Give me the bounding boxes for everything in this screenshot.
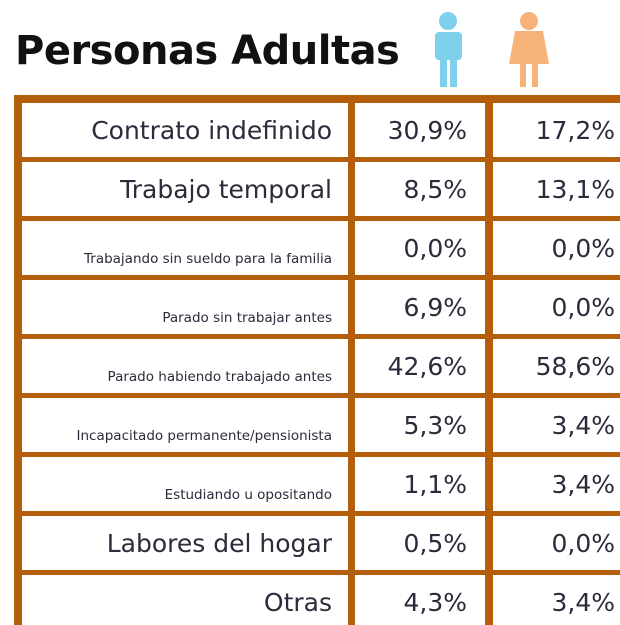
icons	[435, 12, 549, 87]
women-value: 13,1%	[493, 162, 620, 216]
women-value: 0,0%	[493, 280, 620, 334]
row-label: Labores del hogar	[22, 516, 348, 570]
men-value: 5,3%	[355, 398, 485, 452]
women-value: 3,4%	[493, 398, 620, 452]
title: Personas Adultas	[15, 28, 400, 74]
men-value: 42,6%	[355, 339, 485, 393]
row-label: Trabajando sin sueldo para la familia	[22, 221, 348, 275]
men-value: 6,9%	[355, 280, 485, 334]
row-label: Incapacitado permanente/pensionista	[22, 398, 348, 452]
male-icon	[435, 12, 462, 87]
women-value: 3,4%	[493, 575, 620, 625]
men-value: 4,3%	[355, 575, 485, 625]
men-value: 0,5%	[355, 516, 485, 570]
row-label: Parado sin trabajar antes	[22, 280, 348, 334]
women-value: 0,0%	[493, 516, 620, 570]
row-label: Estudiando u opositando	[22, 457, 348, 511]
women-value: 17,2%	[493, 103, 620, 157]
table: Contrato indefinido 30,9% 17,2% Trabajo tem…	[14, 95, 620, 625]
row-label: Otras	[22, 575, 348, 625]
men-value: 30,9%	[355, 103, 485, 157]
female-icon	[509, 12, 549, 87]
women-value: 3,4%	[493, 457, 620, 511]
women-value: 58,6%	[493, 339, 620, 393]
men-value: 0,0%	[355, 221, 485, 275]
men-value: 8,5%	[355, 162, 485, 216]
row-label: Parado habiendo trabajado antes	[22, 339, 348, 393]
men-value: 1,1%	[355, 457, 485, 511]
women-value: 0,0%	[493, 221, 620, 275]
row-label: Trabajo temporal	[22, 162, 348, 216]
row-label: Contrato indefinido	[22, 103, 348, 157]
